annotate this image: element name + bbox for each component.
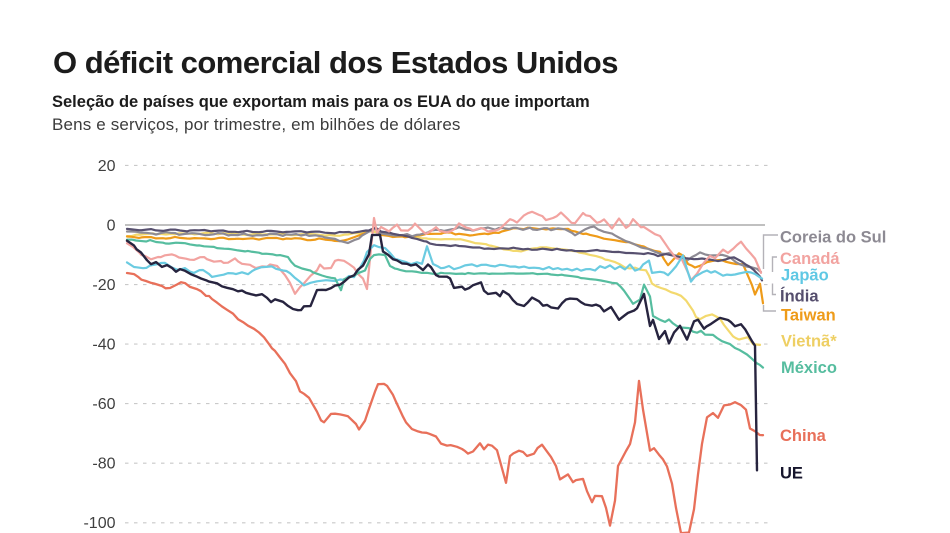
svg-text:Taiwan: Taiwan [781, 306, 836, 324]
svg-text:-40: -40 [92, 337, 115, 354]
svg-text:Índia: Índia [780, 286, 819, 305]
svg-text:-20: -20 [92, 277, 115, 294]
svg-text:Canadá: Canadá [780, 250, 840, 268]
svg-text:Japão: Japão [781, 266, 829, 284]
svg-text:-80: -80 [92, 456, 115, 473]
svg-text:-100: -100 [83, 515, 115, 532]
svg-text:México: México [781, 359, 837, 377]
svg-text:UE: UE [780, 464, 803, 482]
svg-text:20: 20 [98, 158, 116, 175]
svg-text:China: China [780, 427, 827, 445]
svg-text:0: 0 [107, 218, 116, 235]
svg-text:-60: -60 [92, 396, 115, 413]
svg-text:Vietnã*: Vietnã* [781, 332, 837, 350]
svg-text:Coreia do Sul: Coreia do Sul [780, 228, 886, 246]
